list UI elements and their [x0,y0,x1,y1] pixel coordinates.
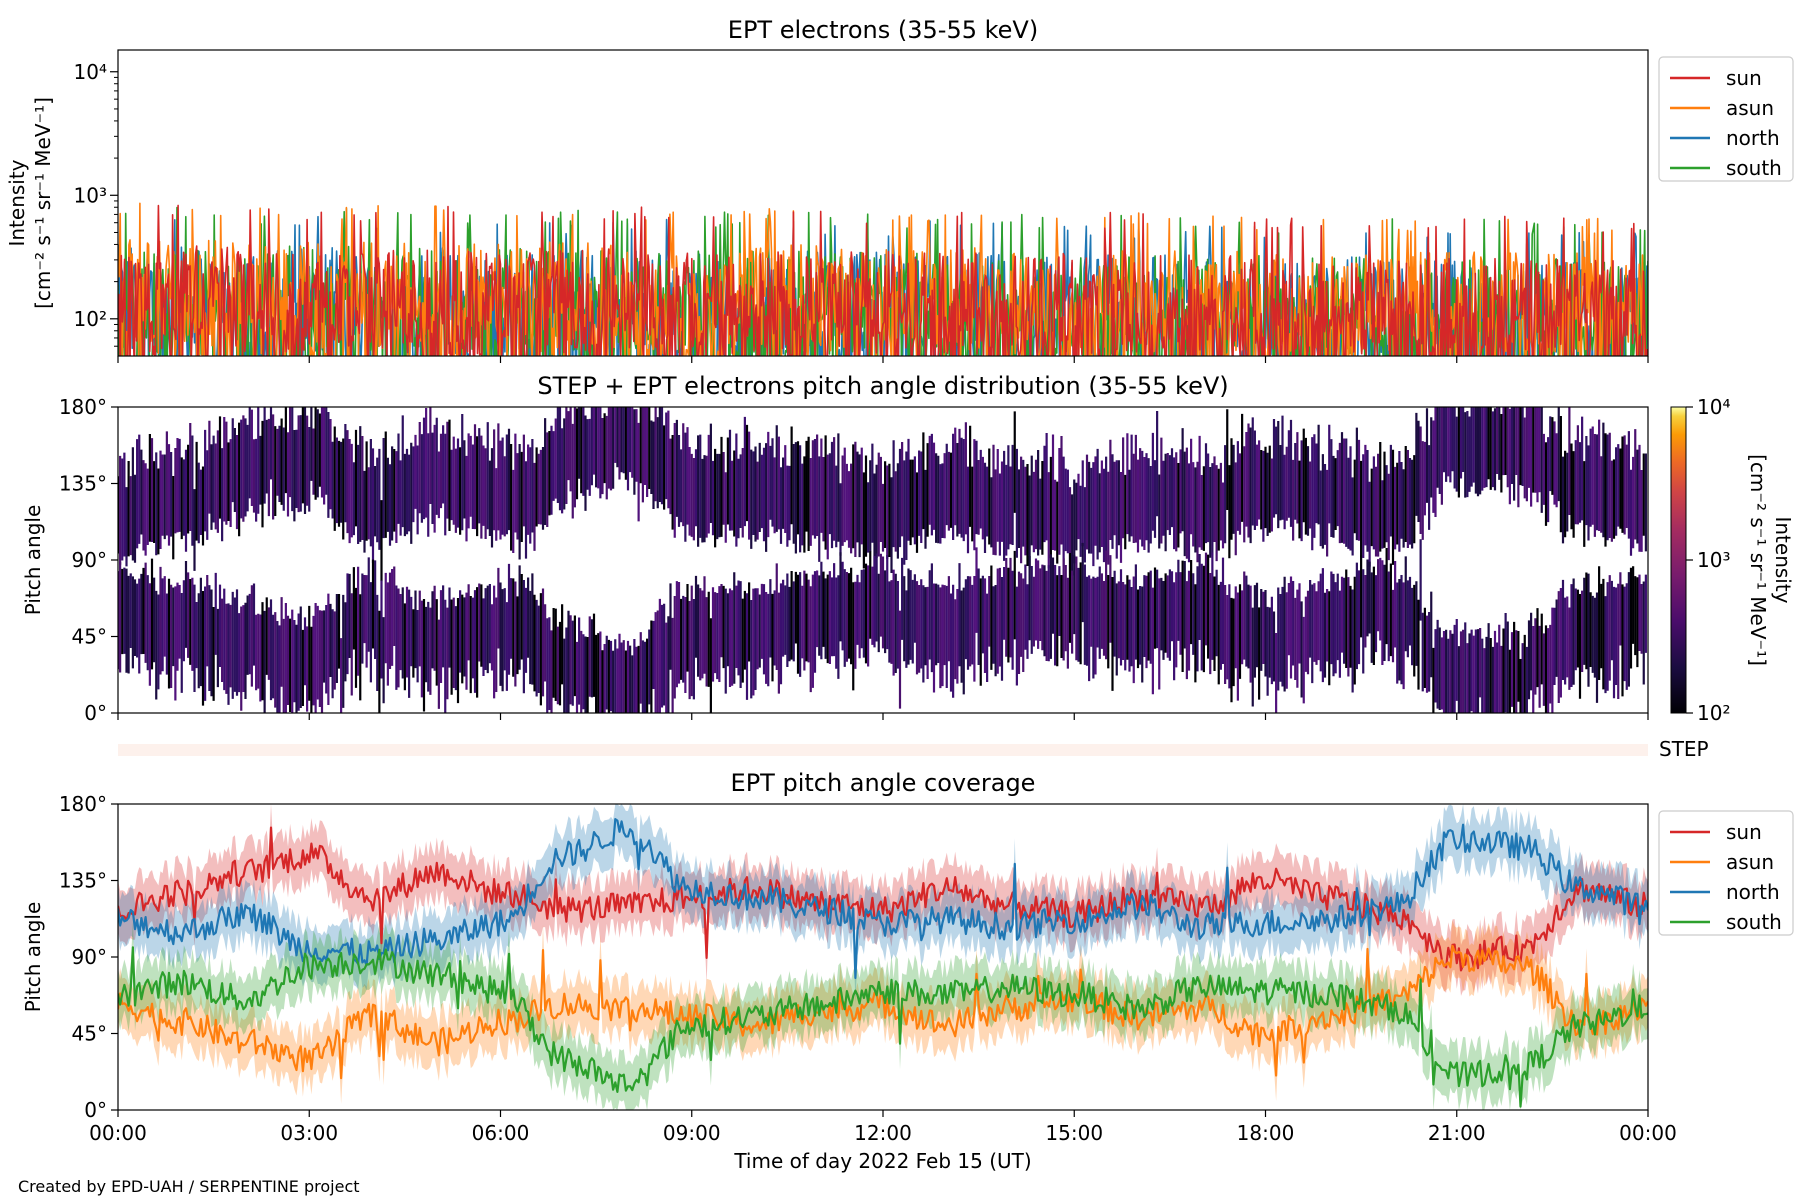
panel2-heatmap [118,407,1647,713]
panel4-x-ticks: 00:00 03:00 06:00 09:00 12:00 15:00 18:00 21:00… [89,1110,1677,1145]
panel1-legend: sun asun north south [1658,56,1794,182]
colorbar-label-line2: [cm⁻² s⁻¹ sr⁻¹ MeV⁻¹] [1746,454,1770,666]
x-tick-label: 03:00 [280,1121,338,1145]
colorbar-tick-label: 10² [1697,701,1730,725]
x-tick-label: 09:00 [663,1121,721,1145]
colorbar [1670,406,1687,714]
series-line-south [118,946,1648,1108]
legend-box [1658,56,1794,182]
y-tick-label: 45° [72,1022,107,1046]
y-tick-label: 135° [59,869,107,893]
y-tick-label: 10⁴ [74,60,107,84]
legend-label-south: south [1726,910,1782,934]
y-tick-label: 90° [72,548,107,572]
panel4-xlabel: Time of day 2022 Feb 15 (UT) [733,1149,1031,1173]
coverage-band-asun [118,920,1648,1104]
panel4-y-ticks: 0° 45° 90° 135° 180° [59,792,118,1122]
legend-label-south: south [1726,156,1782,180]
legend-label-north: north [1726,880,1780,904]
legend-label-sun: sun [1726,820,1762,844]
panel2-title: STEP + EPT electrons pitch angle distrib… [537,372,1228,400]
step-strip [118,744,1648,756]
legend-label-north: north [1726,126,1780,150]
x-tick-label: 06:00 [472,1121,530,1145]
legend-box [1658,810,1794,936]
x-tick-label: 00:00 [89,1121,147,1145]
y-tick-label: 45° [72,625,107,649]
colorbar-tick-label: 10⁴ [1697,395,1730,419]
x-tick-label: 12:00 [854,1121,912,1145]
panel1-ylabel-line2: [cm⁻² s⁻¹ sr⁻¹ MeV⁻¹] [31,97,55,309]
x-tick-label: 21:00 [1428,1121,1486,1145]
coverage-band-north [118,804,1648,1004]
y-tick-label: 10³ [74,183,107,207]
series-line-sun [118,826,1648,972]
colorbar-ticks: 10² 10³ 10⁴ [1686,395,1730,725]
colorbar-label-line1: Intensity [1771,516,1795,603]
panel4-legend: sun asun north south [1658,810,1794,936]
panel2-ylabel: Pitch angle [21,505,45,616]
panel1-y-ticks: 10² 10³ 10⁴ [74,60,118,347]
series-line-sun [118,204,1648,356]
panel2-y-ticks: 0° 45° 90° 135° 180° [59,395,118,725]
panel4-title: EPT pitch angle coverage [731,769,1036,797]
credit-text: Created by EPD-UAH / SERPENTINE project [18,1177,360,1196]
panel1-ylabel-line1: Intensity [5,159,29,246]
panel1-x-ticks [117,356,1649,363]
y-tick-label: 10² [74,307,107,331]
panel4-plot-area [118,804,1648,1110]
y-tick-label: 90° [72,945,107,969]
legend-label-sun: sun [1726,66,1762,90]
y-tick-label: 180° [59,395,107,419]
panel2-x-ticks [117,713,1649,720]
y-tick-label: 135° [59,472,107,496]
panel1-title: EPT electrons (35-55 keV) [728,16,1038,44]
coverage-band-sun [118,804,1648,996]
x-tick-label: 18:00 [1237,1121,1295,1145]
coverage-band-south [118,921,1648,1110]
legend-label-asun: asun [1726,850,1774,874]
y-tick-label: 180° [59,792,107,816]
colorbar-tick-label: 10³ [1697,548,1730,572]
x-tick-label: 15:00 [1045,1121,1103,1145]
legend-label-asun: asun [1726,96,1774,120]
y-tick-label: 0° [84,1098,107,1122]
series-line-north [118,817,1648,980]
x-tick-label: 00:00 [1619,1121,1677,1145]
panel4-ylabel: Pitch angle [21,902,45,1013]
step-label: STEP [1659,737,1709,761]
panel1-plot-area [118,202,1648,356]
y-tick-label: 0° [84,701,107,725]
